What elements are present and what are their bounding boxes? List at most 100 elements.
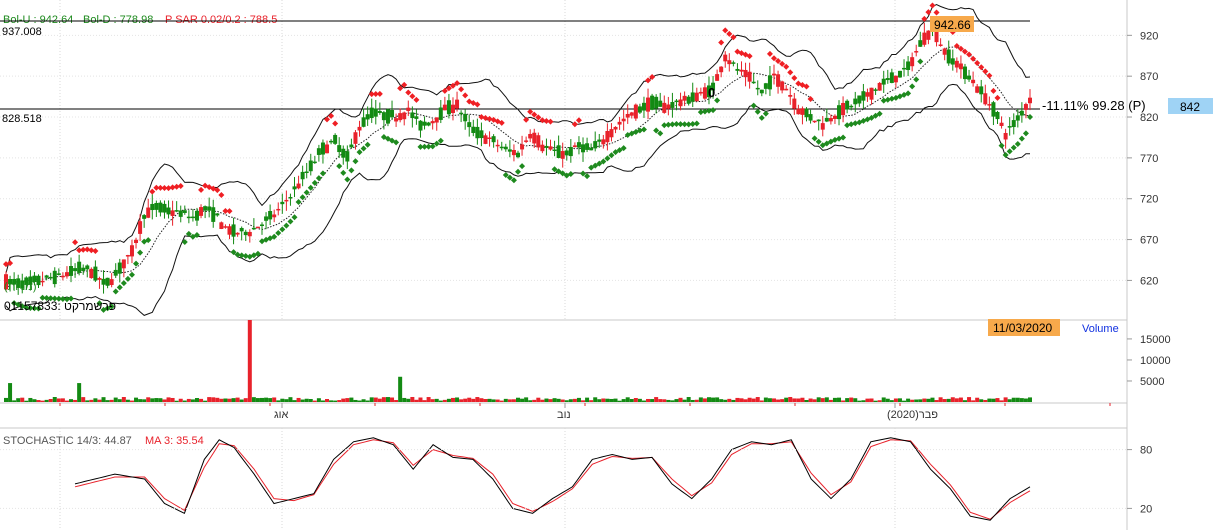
volume-bar bbox=[438, 400, 443, 402]
volume-bar bbox=[129, 400, 134, 402]
volume-bar bbox=[609, 398, 614, 402]
candle-body bbox=[150, 203, 155, 211]
volume-bar bbox=[12, 400, 17, 402]
candle-body bbox=[654, 96, 659, 109]
candle-body bbox=[430, 121, 435, 124]
volume-bar bbox=[280, 398, 285, 402]
volume-bar bbox=[178, 398, 183, 402]
candle-body bbox=[520, 144, 525, 150]
volume-bar bbox=[962, 400, 967, 402]
sar-point bbox=[88, 247, 95, 254]
volume-bar bbox=[325, 399, 330, 402]
stochastic-axis: 80 20 bbox=[0, 445, 1152, 515]
sar-point bbox=[198, 186, 205, 193]
volume-bar bbox=[44, 399, 49, 402]
volume-bar bbox=[296, 397, 301, 402]
sar-point bbox=[754, 108, 761, 115]
volume-bar bbox=[650, 399, 655, 402]
price-tick-label: 770 bbox=[1140, 153, 1158, 165]
volume-bar bbox=[954, 398, 959, 402]
sar-point bbox=[295, 198, 302, 205]
volume-bar bbox=[36, 400, 41, 402]
volume-bar bbox=[32, 399, 37, 402]
volume-bar bbox=[48, 398, 53, 402]
candle-body bbox=[345, 151, 350, 162]
volume-bar bbox=[857, 400, 862, 402]
sar-point bbox=[283, 222, 290, 229]
sar-point bbox=[153, 184, 160, 191]
volume-bar bbox=[117, 399, 122, 402]
sar-point bbox=[917, 58, 924, 65]
volume-bar bbox=[1003, 397, 1008, 402]
candle-body bbox=[861, 91, 866, 101]
bollinger-bands bbox=[5, 4, 1031, 316]
sar-point bbox=[486, 115, 493, 122]
candle-body bbox=[849, 105, 854, 108]
price-tick-label: 670 bbox=[1140, 235, 1158, 247]
candle-body bbox=[44, 275, 49, 278]
volume-bar bbox=[4, 397, 8, 402]
candle-body bbox=[105, 277, 110, 286]
sar-point bbox=[1006, 148, 1013, 155]
candle-body bbox=[434, 117, 439, 123]
sar-point bbox=[539, 117, 546, 124]
candle-body bbox=[373, 108, 378, 117]
volume-bar bbox=[601, 398, 606, 402]
sar-point bbox=[616, 147, 623, 154]
candle-body bbox=[64, 272, 69, 277]
date-badge-bg bbox=[988, 319, 1060, 336]
candle-body bbox=[763, 83, 768, 89]
volume-bar bbox=[930, 397, 935, 402]
sar-point bbox=[340, 169, 347, 176]
volume-bar bbox=[548, 399, 553, 402]
sar-point bbox=[376, 90, 383, 97]
sar-point bbox=[986, 72, 993, 79]
volume-bar bbox=[597, 399, 602, 402]
sar-point bbox=[35, 305, 42, 312]
candle-body bbox=[288, 197, 293, 199]
candle-body bbox=[178, 210, 183, 217]
sar-point bbox=[299, 194, 306, 201]
volume-bar bbox=[967, 397, 972, 402]
candle-body bbox=[572, 145, 577, 148]
volume-bar bbox=[975, 397, 980, 402]
volume-bar bbox=[402, 397, 407, 402]
candlesticks bbox=[4, 19, 1032, 295]
volume-bar bbox=[223, 398, 228, 402]
candle-body bbox=[381, 112, 386, 121]
candle-body bbox=[841, 102, 846, 116]
sar-point bbox=[531, 111, 538, 118]
sar-point bbox=[63, 296, 70, 303]
price-tick-label: 720 bbox=[1140, 194, 1158, 206]
candle-body bbox=[166, 207, 171, 215]
high-badge-bg bbox=[930, 16, 974, 32]
volume-bar bbox=[524, 397, 529, 402]
candle-body bbox=[1028, 97, 1032, 104]
volume-bar bbox=[154, 398, 159, 402]
volume-bar bbox=[1019, 398, 1024, 402]
sar-point bbox=[888, 95, 895, 102]
price-axis: 920 870 820 770 720 670 620 bbox=[1127, 30, 1158, 287]
volume-bar bbox=[235, 397, 240, 402]
volume-bar bbox=[471, 398, 476, 402]
stochastic-label: STOCHASTIC 14/3: 44.87 bbox=[3, 435, 132, 447]
volume-bar bbox=[134, 397, 139, 402]
sar-point bbox=[275, 230, 282, 237]
volume-bar bbox=[946, 398, 951, 402]
volume-bar bbox=[926, 398, 931, 402]
sar-point bbox=[580, 170, 587, 177]
mid-line-value: 828.518 bbox=[2, 113, 42, 125]
volume-bar bbox=[841, 400, 846, 402]
volume-bar bbox=[788, 396, 793, 402]
candle-body bbox=[865, 92, 870, 97]
candle-body bbox=[260, 224, 264, 227]
volume-bar bbox=[674, 399, 679, 402]
sar-point bbox=[72, 239, 79, 246]
candle-body bbox=[186, 216, 191, 219]
sar-point bbox=[689, 120, 696, 127]
sar-point bbox=[681, 121, 688, 128]
candle-body bbox=[987, 104, 992, 106]
sar-point bbox=[68, 295, 75, 302]
sar-point bbox=[214, 187, 221, 194]
sar-point bbox=[978, 64, 985, 71]
